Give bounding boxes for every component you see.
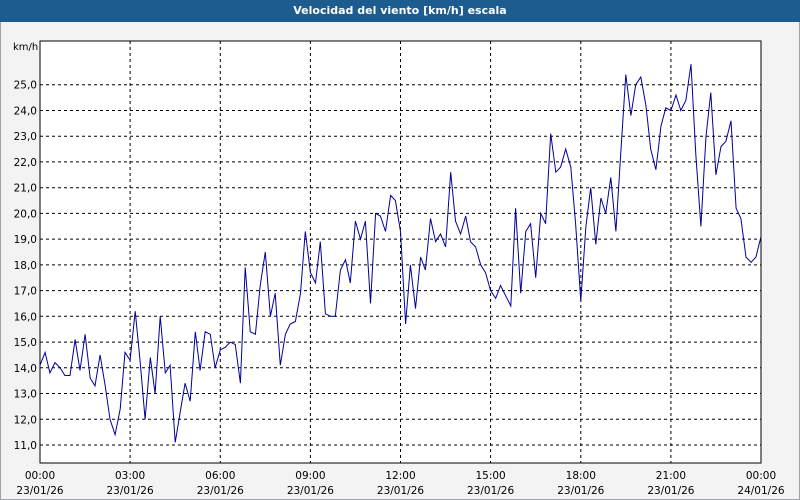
y-tick-label: 18,0 — [14, 260, 37, 272]
x-tick-date-label: 23/01/26 — [467, 485, 514, 497]
y-tick-label: 25,0 — [14, 80, 37, 92]
x-tick-time-label: 09:00 — [295, 470, 325, 482]
series-line-wind-speed — [39, 64, 762, 443]
y-axis-labels: 11,0 12,0 13,0 14,0 15,0 16,0 17,0 18,0 19,0 20,0… — [14, 80, 37, 452]
y-tick-label: 13,0 — [14, 389, 37, 401]
x-tick-date-label: 23/01/26 — [197, 485, 244, 497]
y-tick-label: 12,0 — [14, 414, 37, 426]
y-tick-label: 24,0 — [14, 106, 37, 118]
x-tick-time-label: 00:00 — [25, 470, 55, 482]
x-tick-time-label: 18:00 — [566, 470, 596, 482]
y-tick-label: 15,0 — [14, 337, 37, 349]
x-tick-date-label: 23/01/26 — [557, 485, 604, 497]
y-tick-label: 11,0 — [14, 440, 37, 452]
x-tick-date-label: 23/01/26 — [377, 485, 424, 497]
y-tick-label: 14,0 — [14, 363, 37, 375]
y-tick-label: 21,0 — [14, 183, 37, 195]
x-tick-date-label: 23/01/26 — [107, 485, 154, 497]
x-axis-labels: 00:00 23/01/26 03:00 23/01/26 06:00 23/01/26 0… — [16, 470, 784, 497]
x-tick-time-label: 15:00 — [475, 470, 505, 482]
x-tick-time-label: 12:00 — [385, 470, 415, 482]
x-tick-date-label: 23/01/26 — [287, 485, 334, 497]
x-tick-date-label: 23/01/26 — [647, 485, 694, 497]
x-tick-time-label: 03:00 — [115, 470, 145, 482]
y-tick-label: 16,0 — [14, 311, 37, 323]
y-tick-label: 22,0 — [14, 157, 37, 169]
y-tick-label: 20,0 — [14, 208, 37, 220]
chart-title: Velocidad del viento [km/h] escala — [0, 0, 800, 22]
y-tick-label: 19,0 — [14, 234, 37, 246]
x-tick-time-label: 21:00 — [656, 470, 686, 482]
y-tick-label: 23,0 — [14, 131, 37, 143]
x-tick-date-label: 24/01/26 — [737, 485, 784, 497]
x-tick-time-label: 00:00 — [746, 470, 776, 482]
x-tick-time-label: 06:00 — [205, 470, 235, 482]
y-tick-label: 17,0 — [14, 286, 37, 298]
grid-lines — [40, 41, 761, 463]
y-axis-unit: km/h — [13, 42, 38, 53]
x-tick-date-label: 23/01/26 — [16, 485, 63, 497]
